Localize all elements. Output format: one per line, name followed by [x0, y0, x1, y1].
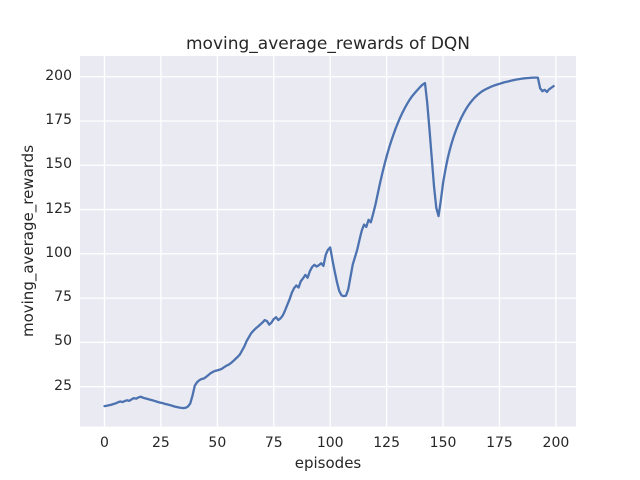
chart-title: moving_average_rewards of DQN — [185, 34, 471, 54]
x-tick-label: 200 — [542, 434, 570, 451]
x-tick-label: 175 — [486, 434, 513, 451]
x-tick-label: 0 — [100, 434, 109, 451]
x-tick-label: 150 — [429, 434, 457, 451]
y-tick-label: 200 — [45, 67, 72, 84]
plot-background — [80, 56, 576, 427]
x-tick-label: 100 — [316, 434, 344, 451]
x-tick-label: 25 — [151, 434, 170, 451]
x-tick-label: 50 — [208, 434, 227, 451]
y-tick-label: 150 — [45, 156, 72, 173]
x-axis-label: episodes — [294, 454, 362, 472]
y-tick-label: 100 — [45, 244, 72, 261]
y-tick-label: 175 — [45, 111, 72, 128]
y-tick-label: 75 — [54, 289, 72, 306]
y-tick-label: 50 — [54, 333, 72, 350]
x-tick-label: 75 — [264, 434, 283, 451]
x-tick-label: 125 — [373, 434, 400, 451]
y-axis-label: moving_average_rewards — [19, 144, 37, 338]
y-tick-label: 25 — [54, 377, 72, 394]
reward-line-series — [103, 76, 555, 410]
y-tick-label: 125 — [45, 200, 72, 217]
